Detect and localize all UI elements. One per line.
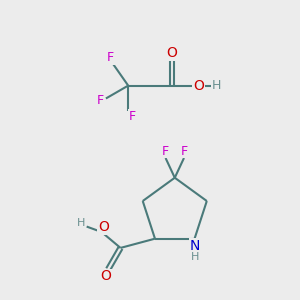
Text: O: O [167,46,177,60]
Text: O: O [101,269,112,283]
Text: H: H [191,251,200,262]
Text: F: F [96,94,103,107]
Text: H: H [76,218,85,228]
Text: F: F [180,145,188,158]
Text: O: O [193,79,204,93]
Text: F: F [162,145,169,158]
Text: O: O [98,220,109,234]
Text: F: F [107,51,114,64]
Text: N: N [189,238,200,253]
Text: F: F [129,110,136,123]
Text: H: H [212,79,221,92]
